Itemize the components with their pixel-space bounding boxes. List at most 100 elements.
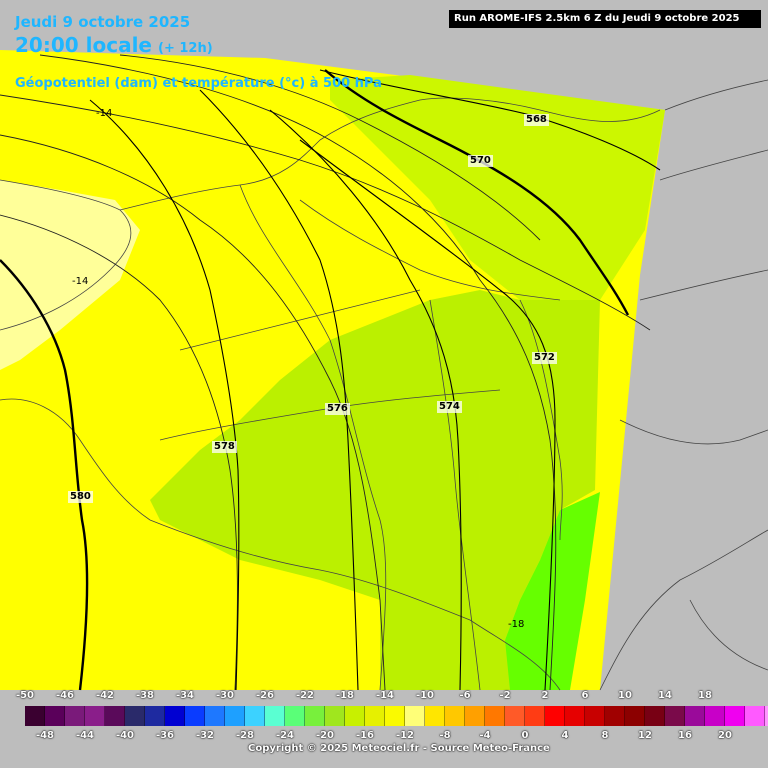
- legend-label: -10: [415, 690, 435, 701]
- legend-label: -46: [55, 690, 75, 701]
- borders: [0, 79, 768, 691]
- legend-label: 20: [718, 730, 732, 741]
- temperature-isolines: [0, 54, 651, 691]
- legend-swatch: [325, 706, 345, 726]
- forecast-date: Jeudi 9 octobre 2025: [15, 13, 191, 31]
- legend-label: 6: [581, 690, 589, 701]
- legend-label: -42: [95, 690, 115, 701]
- contour-label-574: 574: [437, 401, 462, 413]
- forecast-lead-time: (+ 12h): [158, 41, 213, 56]
- copyright: Copyright © 2025 Meteociel.fr - Source M…: [248, 743, 550, 754]
- legend-label: 2: [541, 690, 549, 701]
- contour-568: [319, 69, 661, 171]
- legend-label: 10: [618, 690, 632, 701]
- contour-570: [324, 69, 630, 316]
- legend-swatch: [465, 706, 485, 726]
- legend-swatch: [425, 706, 445, 726]
- legend-swatch: [165, 706, 185, 726]
- legend-swatch: [25, 706, 45, 726]
- legend-swatch: [185, 706, 205, 726]
- legend-label: -50: [15, 690, 35, 701]
- legend-label: -34: [175, 690, 195, 701]
- legend-label: -44: [75, 730, 95, 741]
- legend-swatch: [105, 706, 125, 726]
- legend-swatch: [505, 706, 525, 726]
- contour-label-568: 568: [524, 114, 549, 126]
- geopotential-contours: [0, 69, 661, 691]
- contour-label-576: 576: [325, 403, 350, 415]
- contour-580: [0, 259, 89, 691]
- contour-576: [199, 89, 359, 691]
- legend-label: -12: [395, 730, 415, 741]
- legend-label: -24: [275, 730, 295, 741]
- field-description: Géopotentiel (dam) et température (°c) à…: [15, 76, 382, 91]
- legend-label: -32: [195, 730, 215, 741]
- forecast-time: 20:00 locale (+ 12h): [15, 33, 213, 57]
- legend-swatch: [85, 706, 105, 726]
- temperature-legend: -50 -46 -42 -38 -34 -30 -26 -22 -18 -14 -10 -6 -2 2 6 1…: [0, 686, 768, 768]
- legend-label: -16: [355, 730, 375, 741]
- legend-swatch: [725, 706, 745, 726]
- temp-label: -14: [72, 276, 89, 287]
- temp-zone-bright-green: [505, 492, 600, 690]
- legend-swatch: [65, 706, 85, 726]
- legend-swatch: [285, 706, 305, 726]
- legend-swatch: [565, 706, 585, 726]
- temp-label: -18: [508, 619, 525, 630]
- legend-label: 0: [521, 730, 529, 741]
- legend-swatch: [265, 706, 285, 726]
- legend-label: -22: [295, 690, 315, 701]
- legend-swatch: [705, 706, 725, 726]
- legend-label: -14: [375, 690, 395, 701]
- legend-label: -26: [255, 690, 275, 701]
- legend-label: 14: [658, 690, 672, 701]
- legend-swatch: [625, 706, 645, 726]
- legend-swatch: [125, 706, 145, 726]
- legend-swatch: [525, 706, 545, 726]
- legend-swatch: [745, 706, 765, 726]
- temp-zone-green: [150, 290, 600, 690]
- legend-swatch: [305, 706, 325, 726]
- pale-temp-zone: [0, 180, 140, 370]
- legend-label: -4: [479, 730, 491, 741]
- legend-swatch: [605, 706, 625, 726]
- legend-swatch: [405, 706, 425, 726]
- legend-swatch: [245, 706, 265, 726]
- legend-swatch: [45, 706, 65, 726]
- legend-label: -8: [439, 730, 451, 741]
- legend-label: -6: [459, 690, 471, 701]
- legend-label: -36: [155, 730, 175, 741]
- legend-label: 4: [561, 730, 569, 741]
- legend-swatch: [345, 706, 365, 726]
- legend-swatch: [385, 706, 405, 726]
- contour-572: [299, 139, 556, 691]
- legend-label: -28: [235, 730, 255, 741]
- legend-swatch: [765, 706, 768, 726]
- legend-swatch: [485, 706, 505, 726]
- legend-swatch: [645, 706, 665, 726]
- legend-swatch: [445, 706, 465, 726]
- legend-label: -38: [135, 690, 155, 701]
- legend-swatch: [685, 706, 705, 726]
- run-info: Run AROME-IFS 2.5km 6 Z du Jeudi 9 octob…: [449, 10, 761, 28]
- temp-label: -14: [96, 108, 113, 119]
- legend-swatch: [585, 706, 605, 726]
- legend-swatch: [145, 706, 165, 726]
- legend-swatch: [665, 706, 685, 726]
- legend-swatch: [365, 706, 385, 726]
- contour-label-580: 580: [68, 491, 93, 503]
- legend-label: -40: [115, 730, 135, 741]
- legend-label: 8: [601, 730, 609, 741]
- contour-574: [269, 109, 462, 691]
- legend-swatch: [225, 706, 245, 726]
- contour-578: [89, 99, 240, 691]
- legend-swatch: [205, 706, 225, 726]
- legend-label: -18: [335, 690, 355, 701]
- legend-label: -20: [315, 730, 335, 741]
- legend-label: -48: [35, 730, 55, 741]
- legend-label: -30: [215, 690, 235, 701]
- legend-swatch: [545, 706, 565, 726]
- contour-label-578: 578: [212, 441, 237, 453]
